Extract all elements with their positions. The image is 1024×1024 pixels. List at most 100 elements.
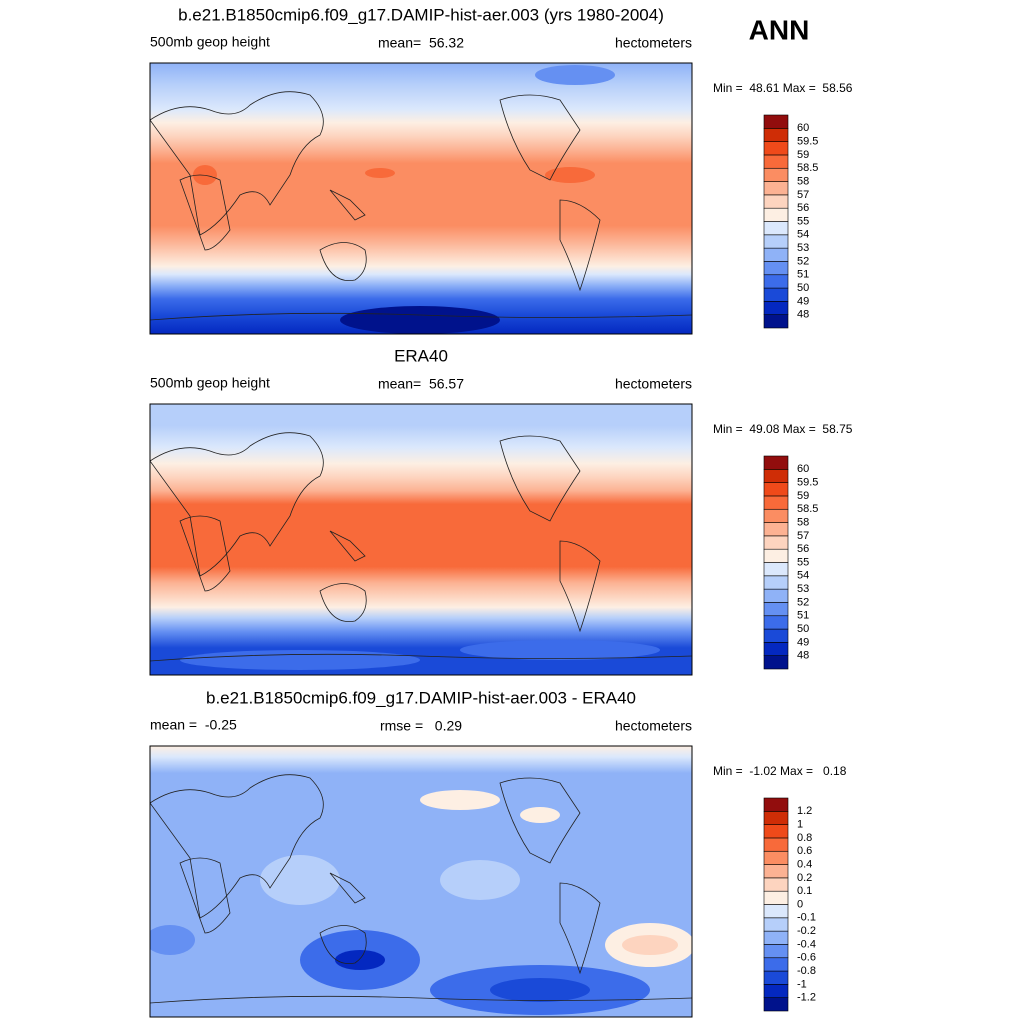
left-label: 500mb geop height (150, 375, 270, 391)
colorbar-label: -1.2 (797, 992, 816, 1004)
colorbar-box (763, 575, 789, 590)
colorbar-box (763, 221, 789, 236)
colorbar-label: 52 (797, 596, 809, 608)
coastline (559, 199, 601, 292)
colorbar-label: 50 (797, 282, 809, 294)
panel-title: b.e21.B1850cmip6.f09_g17.DAMIP-hist-aer.… (178, 5, 664, 24)
colorbar-label: -0.6 (797, 952, 816, 964)
colorbar-box (763, 455, 789, 470)
colorbar-label: 57 (797, 530, 809, 542)
colorbar-box (763, 535, 789, 550)
coastline (499, 94, 581, 181)
colorbar-label: 49 (797, 295, 809, 307)
contour-region (490, 978, 590, 1002)
colorbar-box (763, 970, 789, 985)
colorbar-label: 53 (797, 242, 809, 254)
colorbar-label: 1.2 (797, 805, 812, 817)
contour-region (340, 306, 500, 334)
coastline (179, 515, 231, 592)
colorbar-label: 56 (797, 202, 809, 214)
coastline (150, 432, 324, 577)
colorbar-label: 51 (797, 610, 809, 622)
coastline (499, 435, 581, 522)
colorbar-label: 55 (797, 556, 809, 568)
colorbar-label: 59 (797, 490, 809, 502)
center-label: mean= 56.57 (378, 376, 464, 392)
colorbar-label: 50 (797, 623, 809, 635)
colorbar-label: 58.5 (797, 162, 818, 174)
colorbar-box (763, 655, 789, 670)
colorbar-label: 58 (797, 516, 809, 528)
colorbar-box (763, 234, 789, 249)
colorbar-label: 60 (797, 463, 809, 475)
colorbar-label: 0.8 (797, 832, 812, 844)
colorbar-box (763, 957, 789, 972)
coastline (499, 777, 581, 864)
colorbar-box (763, 904, 789, 919)
left-label: mean = -0.25 (150, 717, 237, 733)
colorbar-box (763, 314, 789, 329)
colorbar-box (763, 562, 789, 577)
colorbar-label: -0.2 (797, 925, 816, 937)
colorbar-box (763, 522, 789, 537)
map-field (150, 404, 692, 675)
colorbar-box (763, 877, 789, 892)
colorbar-box (763, 495, 789, 510)
colorbar-box (763, 207, 789, 222)
colorbar-box (763, 944, 789, 959)
colorbar-label: -1 (797, 978, 807, 990)
colorbar-label: 54 (797, 229, 809, 241)
map-field (150, 63, 692, 334)
colorbar-label: 0.4 (797, 858, 812, 870)
map (150, 63, 692, 334)
colorbar-box (763, 824, 789, 839)
season-label: ANN (749, 14, 810, 45)
coastline (319, 925, 367, 965)
colorbar-label: 0 (797, 898, 803, 910)
coastline (319, 583, 367, 623)
colorbar-box (763, 128, 789, 142)
contour-region (180, 650, 420, 670)
colorbar-label: 0.2 (797, 872, 812, 884)
colorbar-label: 1 (797, 819, 803, 831)
right-label: hectometers (615, 35, 692, 51)
colorbar-box (763, 984, 789, 998)
contour-region (420, 790, 500, 810)
contour-region (535, 65, 615, 85)
colorbar-box (763, 261, 789, 276)
coastline (179, 857, 231, 934)
coastline (329, 872, 366, 904)
right-label: hectometers (615, 718, 692, 734)
colorbar-label: 48 (797, 650, 809, 662)
map-frame (149, 62, 693, 335)
colorbar-box (763, 194, 789, 209)
colorbar-label: 53 (797, 583, 809, 595)
panel-title: b.e21.B1850cmip6.f09_g17.DAMIP-hist-aer.… (206, 688, 636, 707)
colorbar-label: 52 (797, 255, 809, 267)
colorbar-label: 54 (797, 570, 809, 582)
colorbar-label: 58.5 (797, 503, 818, 515)
coastline (150, 995, 692, 1004)
colorbar-box (763, 837, 789, 852)
colorbar-box (763, 628, 789, 643)
colorbar-label: 0.6 (797, 845, 812, 857)
coastline (179, 174, 231, 251)
colorbar-label: 56 (797, 543, 809, 555)
colorbar-box (763, 811, 789, 825)
colorbar-box (763, 508, 789, 523)
coastline (319, 242, 367, 282)
min-max: Min = 48.61 Max = 58.56 (713, 81, 853, 95)
colorbar-box (763, 615, 789, 630)
colorbar-label: -0.8 (797, 965, 816, 977)
colorbar-box (763, 141, 789, 156)
colorbar-label: 57 (797, 189, 809, 201)
colorbar-label: 60 (797, 122, 809, 134)
left-label: 500mb geop height (150, 34, 270, 50)
contour-region (460, 640, 660, 660)
colorbar-box (763, 301, 789, 315)
colorbar-label: 58 (797, 175, 809, 187)
coastline (329, 189, 366, 221)
right-label: hectometers (615, 376, 692, 392)
colorbar-box (763, 274, 789, 289)
